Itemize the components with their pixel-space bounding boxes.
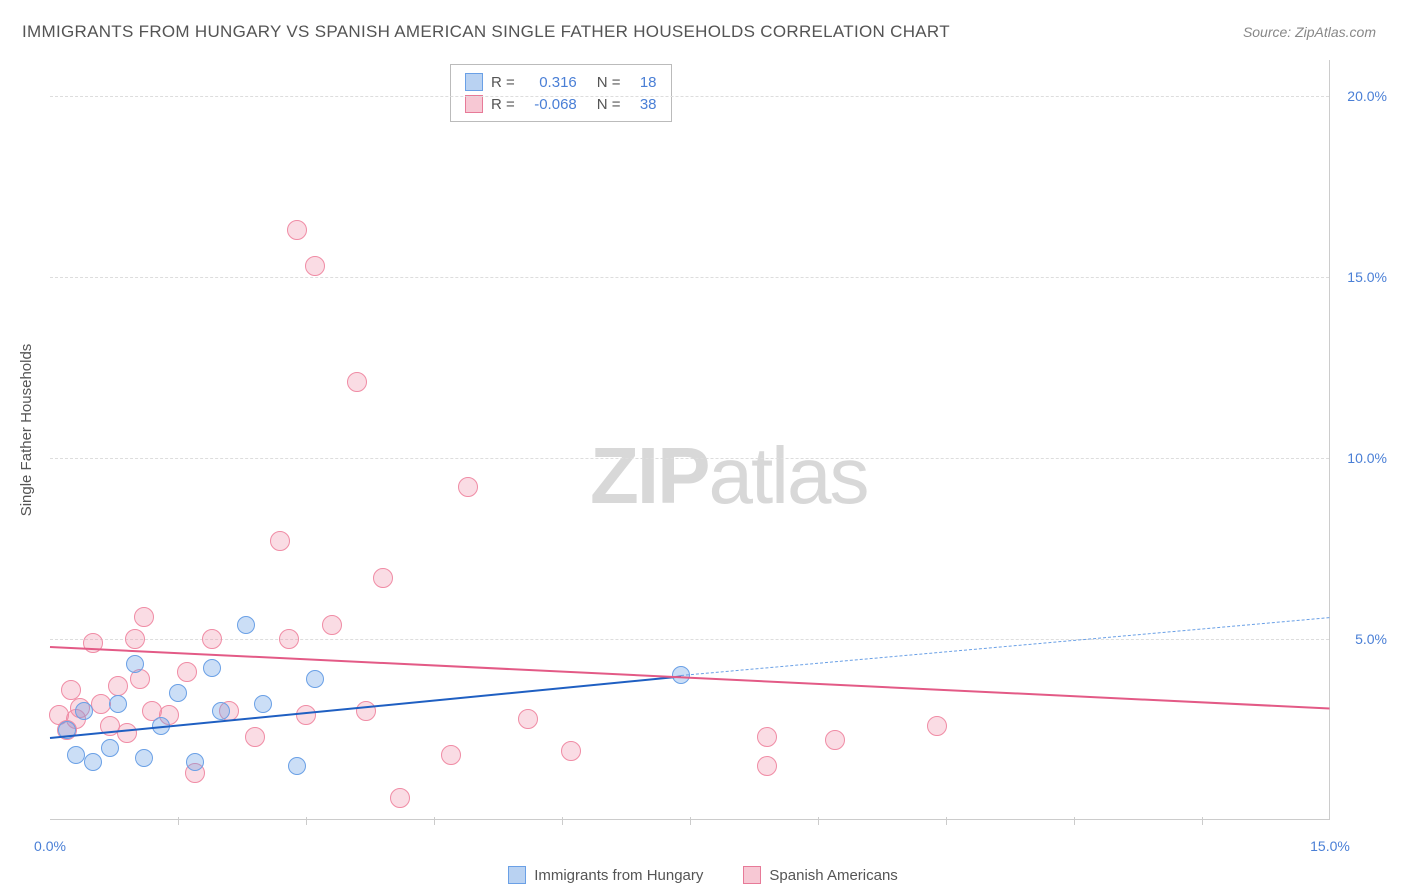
plot-area: ZIPatlas R =0.316N =18R =-0.068N =38 5.0…	[50, 60, 1330, 820]
data-point	[91, 694, 111, 714]
legend-series-item: Immigrants from Hungary	[508, 866, 703, 884]
data-point	[202, 629, 222, 649]
trend-line	[681, 617, 1330, 676]
data-point	[101, 739, 119, 757]
legend-n-label: N =	[597, 96, 621, 113]
data-point	[347, 372, 367, 392]
data-point	[134, 607, 154, 627]
data-point	[561, 741, 581, 761]
correlation-legend: R = 0.316 N = 18 R = -0.068 N = 38	[450, 64, 672, 122]
legend-swatch	[743, 866, 761, 884]
data-point	[296, 705, 316, 725]
x-minor-tick	[306, 817, 307, 825]
legend-n-value: 38	[629, 96, 657, 113]
data-point	[518, 709, 538, 729]
data-point	[212, 702, 230, 720]
x-minor-tick	[1074, 817, 1075, 825]
legend-n-label: N =	[597, 74, 621, 91]
data-point	[305, 256, 325, 276]
data-point	[390, 788, 410, 808]
gridline	[50, 639, 1329, 640]
data-point	[441, 745, 461, 765]
data-point	[322, 615, 342, 635]
trend-line	[50, 646, 1330, 710]
data-point	[117, 723, 137, 743]
x-minor-tick	[434, 817, 435, 825]
watermark-rest: atlas	[708, 431, 867, 520]
data-point	[125, 629, 145, 649]
gridline	[50, 277, 1329, 278]
legend-swatch	[508, 866, 526, 884]
gridline	[50, 458, 1329, 459]
data-point	[287, 220, 307, 240]
y-axis-title: Single Father Households	[18, 344, 35, 517]
data-point	[254, 695, 272, 713]
data-point	[306, 670, 324, 688]
legend-r-value: 0.316	[523, 74, 577, 91]
x-minor-tick	[690, 817, 691, 825]
data-point	[126, 655, 144, 673]
data-point	[186, 753, 204, 771]
data-point	[288, 757, 306, 775]
y-tick-label: 5.0%	[1355, 631, 1387, 647]
data-point	[203, 659, 221, 677]
source-attribution: Source: ZipAtlas.com	[1243, 24, 1376, 40]
legend-n-value: 18	[629, 74, 657, 91]
watermark-bold: ZIP	[590, 431, 708, 520]
data-point	[108, 676, 128, 696]
x-minor-tick	[818, 817, 819, 825]
data-point	[356, 701, 376, 721]
data-point	[245, 727, 265, 747]
legend-series-item: Spanish Americans	[743, 866, 897, 884]
legend-swatch	[465, 95, 483, 113]
x-minor-tick	[946, 817, 947, 825]
gridline	[50, 96, 1329, 97]
data-point	[61, 680, 81, 700]
y-tick-label: 10.0%	[1347, 450, 1387, 466]
legend-r-label: R =	[491, 74, 515, 91]
x-minor-tick	[562, 817, 563, 825]
chart-title: IMMIGRANTS FROM HUNGARY VS SPANISH AMERI…	[22, 22, 950, 42]
data-point	[757, 756, 777, 776]
data-point	[825, 730, 845, 750]
data-point	[84, 753, 102, 771]
data-point	[237, 616, 255, 634]
y-tick-label: 15.0%	[1347, 269, 1387, 285]
data-point	[927, 716, 947, 736]
series-legend: Immigrants from Hungary Spanish Americans	[0, 866, 1406, 884]
data-point	[75, 702, 93, 720]
x-tick-label: 15.0%	[1310, 838, 1350, 854]
data-point	[757, 727, 777, 747]
data-point	[270, 531, 290, 551]
watermark: ZIPatlas	[590, 430, 867, 522]
y-tick-label: 20.0%	[1347, 88, 1387, 104]
legend-series-name: Spanish Americans	[769, 867, 897, 884]
legend-r-label: R =	[491, 96, 515, 113]
data-point	[458, 477, 478, 497]
legend-row: R = 0.316 N = 18	[465, 71, 657, 93]
data-point	[169, 684, 187, 702]
legend-r-value: -0.068	[523, 96, 577, 113]
data-point	[109, 695, 127, 713]
data-point	[177, 662, 197, 682]
legend-series-name: Immigrants from Hungary	[534, 867, 703, 884]
x-minor-tick	[178, 817, 179, 825]
legend-swatch	[465, 73, 483, 91]
x-minor-tick	[1202, 817, 1203, 825]
data-point	[67, 746, 85, 764]
data-point	[373, 568, 393, 588]
data-point	[279, 629, 299, 649]
data-point	[135, 749, 153, 767]
x-tick-label: 0.0%	[34, 838, 66, 854]
